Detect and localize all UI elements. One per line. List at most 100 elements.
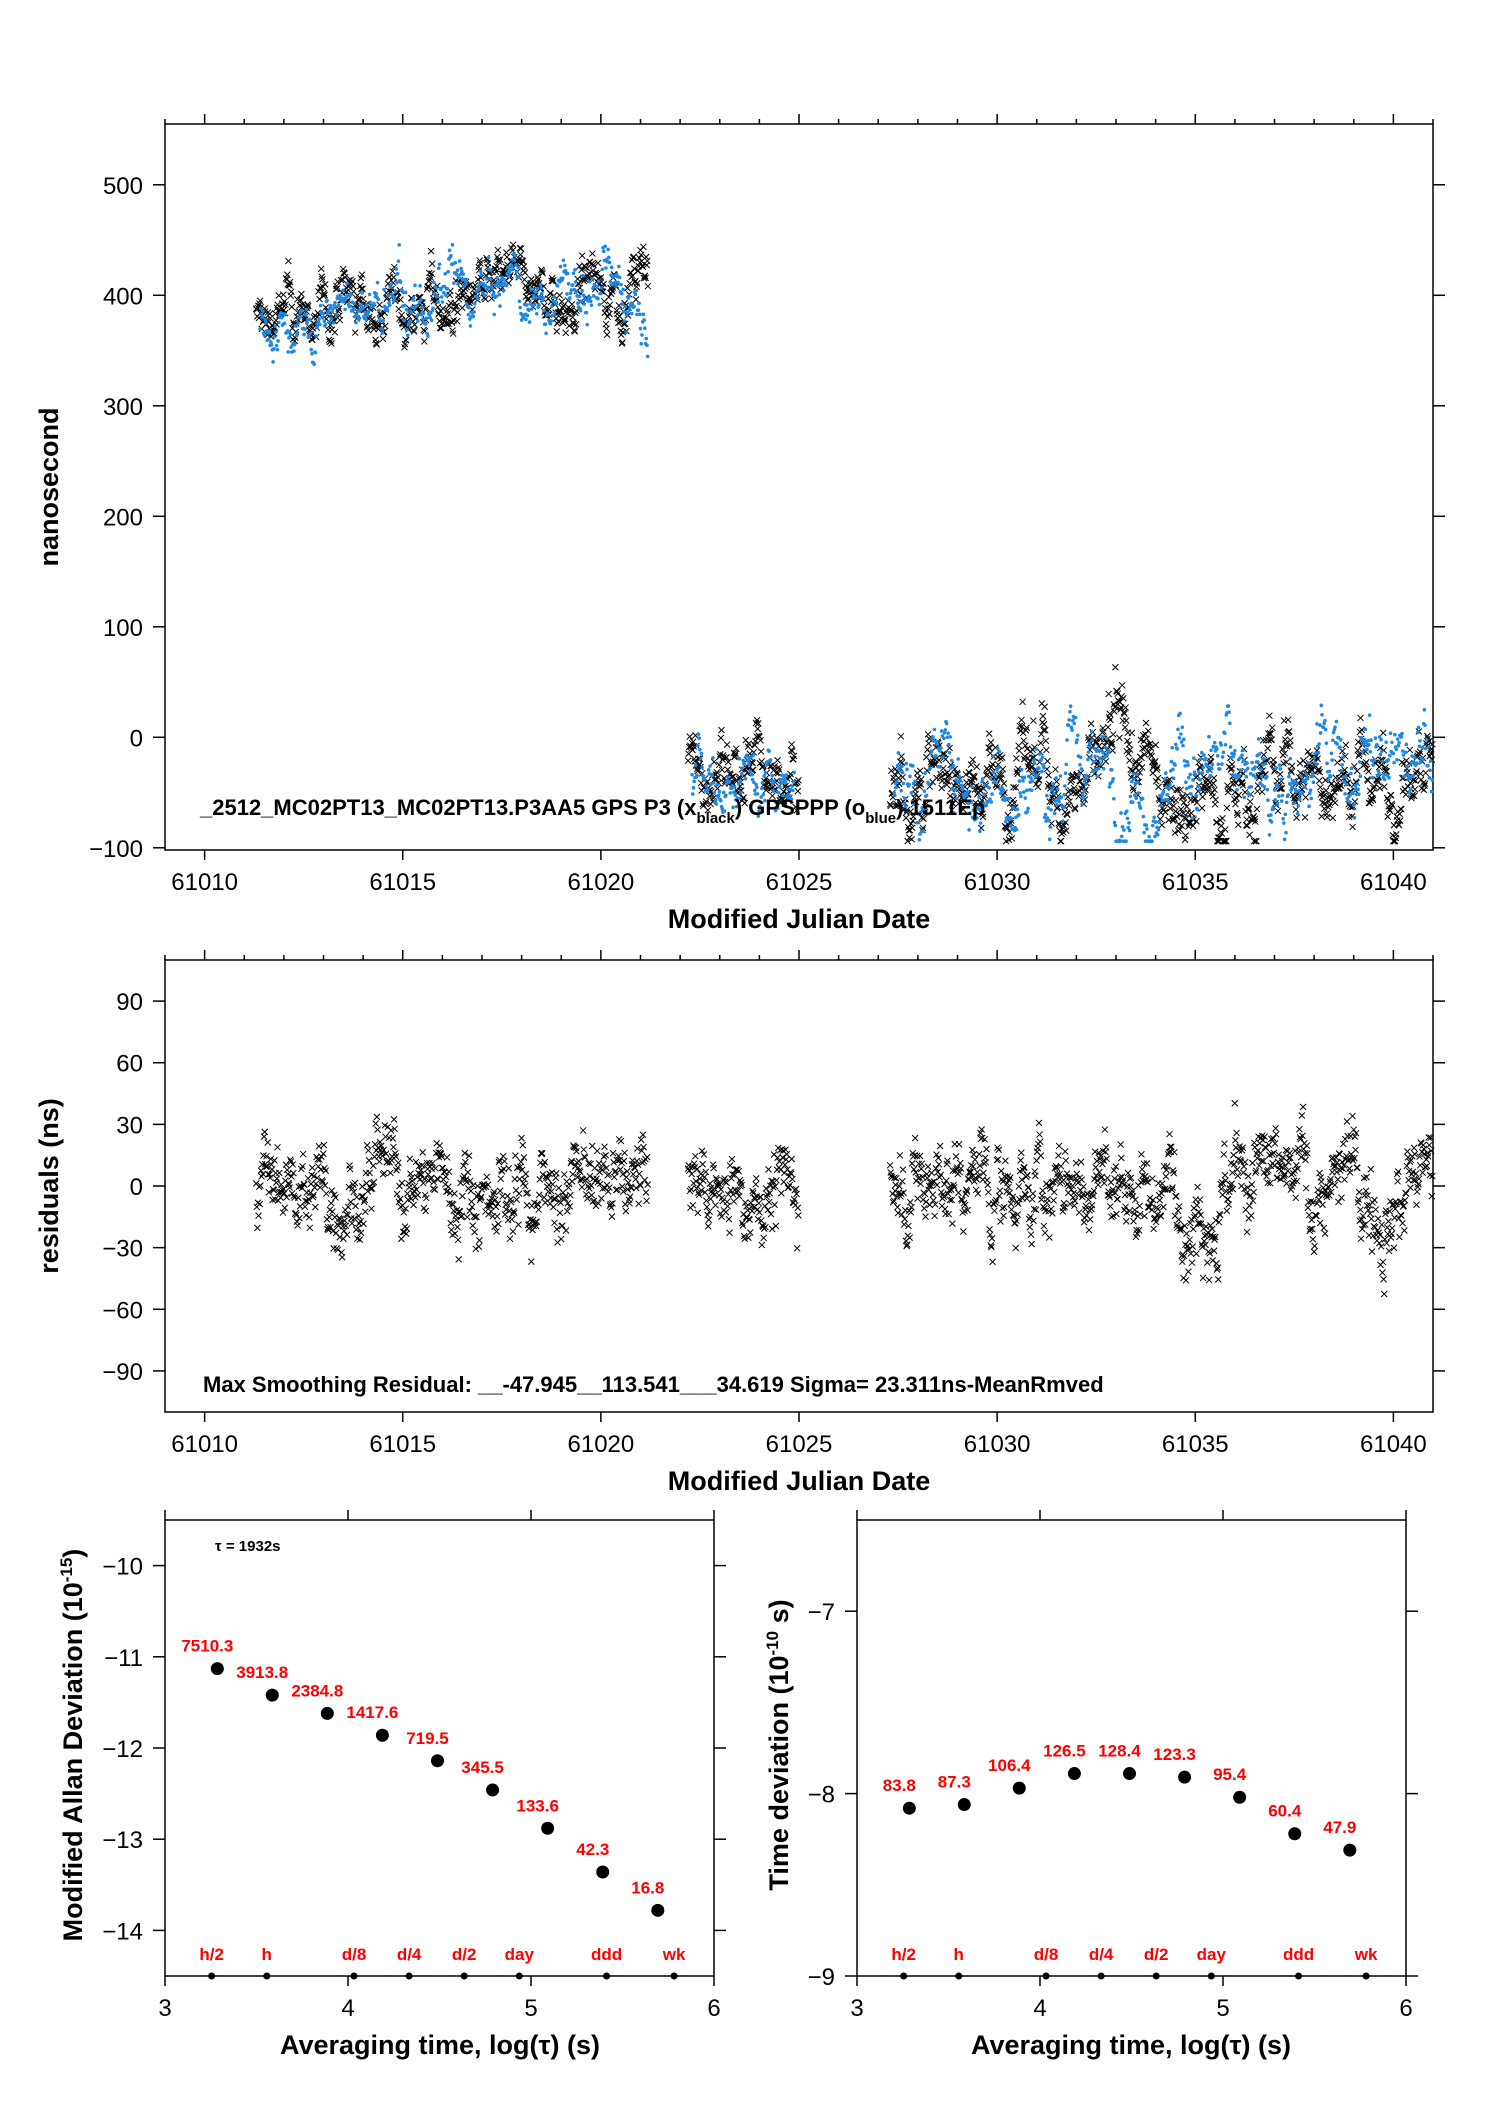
data-point-x	[467, 1187, 475, 1195]
data-point-x	[503, 253, 511, 261]
data-point-x	[1225, 1201, 1233, 1208]
data-point-o	[421, 317, 425, 322]
data-point-o	[696, 732, 701, 737]
data-point-o	[1166, 800, 1171, 804]
data-point-o	[276, 339, 280, 343]
data-point-o	[623, 304, 628, 309]
data-point-x	[1264, 744, 1272, 752]
data-point-x	[1031, 1172, 1039, 1180]
data-point-x	[1117, 1141, 1125, 1148]
data-point-x	[395, 305, 403, 313]
data-point-x	[578, 252, 586, 260]
data-point-x	[579, 1127, 587, 1134]
data-point-o	[1177, 736, 1182, 740]
data-point-x	[515, 1221, 522, 1228]
data-point-o	[336, 303, 341, 308]
data-point-o	[1271, 806, 1276, 811]
data-point-x	[428, 260, 436, 268]
data-point-o	[1228, 721, 1232, 726]
data-point-x	[1258, 788, 1266, 796]
data-point-x	[1106, 1203, 1114, 1210]
data-point-x	[1365, 768, 1372, 775]
data-point-x	[476, 1237, 483, 1244]
data-point-x	[1244, 1172, 1252, 1180]
data-point-x	[948, 1220, 956, 1228]
data-point-x	[283, 271, 291, 278]
data-point-x	[322, 1190, 330, 1197]
data-point-x	[1093, 1157, 1101, 1165]
data-point-o	[1351, 803, 1356, 807]
data-point-x	[1315, 777, 1323, 785]
data-point-o	[1375, 742, 1379, 747]
data-point-o	[488, 276, 492, 281]
data-point-x	[1136, 1202, 1143, 1210]
data-point-o	[416, 319, 420, 323]
data-point-o	[1370, 775, 1375, 780]
data-point-x	[622, 1207, 630, 1215]
data-point-o	[1073, 715, 1078, 720]
data-point-o	[537, 295, 542, 299]
data-point-o	[1065, 738, 1069, 742]
data-point-x	[1122, 704, 1129, 711]
data-point-o	[1037, 766, 1041, 770]
data-point-x	[1338, 1194, 1345, 1202]
data-point-o	[456, 282, 461, 286]
data-point-x	[515, 1190, 523, 1198]
data-point-o	[987, 786, 991, 790]
data-point-o	[1360, 750, 1365, 754]
data-point-x	[616, 312, 623, 320]
data-point-o	[931, 735, 935, 739]
data-point-o	[318, 303, 323, 308]
data-point-o	[273, 324, 278, 329]
data-point-x	[955, 1189, 962, 1197]
data-point-o	[1257, 752, 1262, 756]
data-point-o	[516, 265, 520, 270]
data-point-x	[1182, 1276, 1190, 1284]
data-point-o	[630, 311, 634, 316]
data-point-o	[1395, 758, 1399, 762]
data-point-o	[1273, 798, 1278, 802]
data-point-o	[330, 310, 334, 314]
data-point-o	[622, 310, 626, 314]
data-point-x	[315, 1142, 323, 1150]
data-point-x	[1055, 1152, 1062, 1159]
data-point-o	[570, 283, 575, 287]
data-point-o	[303, 313, 308, 317]
data-point-x	[1122, 717, 1130, 724]
data-point-o	[404, 307, 409, 312]
data-point-o	[485, 285, 490, 290]
data-point-o	[935, 742, 940, 746]
data-point-x	[356, 1236, 364, 1244]
data-point-o	[464, 281, 468, 286]
data-point-x	[1274, 807, 1282, 815]
data-point-x	[929, 1191, 937, 1199]
data-point-o	[565, 271, 570, 276]
data-point-x	[1271, 1140, 1279, 1147]
data-point-o	[266, 337, 271, 342]
data-point-o	[978, 821, 983, 825]
data-point-o	[1085, 775, 1089, 780]
data-point-o	[1335, 742, 1339, 746]
data-point-x	[633, 280, 641, 287]
data-point-o	[639, 342, 644, 346]
data-point-o	[692, 779, 696, 784]
data-point-o	[908, 774, 912, 779]
data-point-o	[750, 772, 754, 777]
data-point-o	[277, 320, 281, 325]
data-point-o	[302, 327, 307, 331]
data-point-o	[314, 334, 319, 339]
data-point-x	[453, 302, 460, 310]
data-point-o	[1018, 791, 1022, 795]
data-point-x	[1302, 1184, 1310, 1192]
data-point-x	[1390, 821, 1398, 829]
data-point-x	[540, 302, 548, 310]
data-point-o	[387, 303, 392, 307]
data-point-o	[989, 800, 994, 804]
data-point-x	[1105, 690, 1112, 698]
data-point-x	[274, 1143, 281, 1151]
data-point-o	[1233, 748, 1237, 753]
data-point-x	[412, 1158, 420, 1166]
data-point-o	[544, 331, 548, 336]
data-point-x	[1050, 1196, 1057, 1204]
data-point-o	[899, 788, 904, 793]
